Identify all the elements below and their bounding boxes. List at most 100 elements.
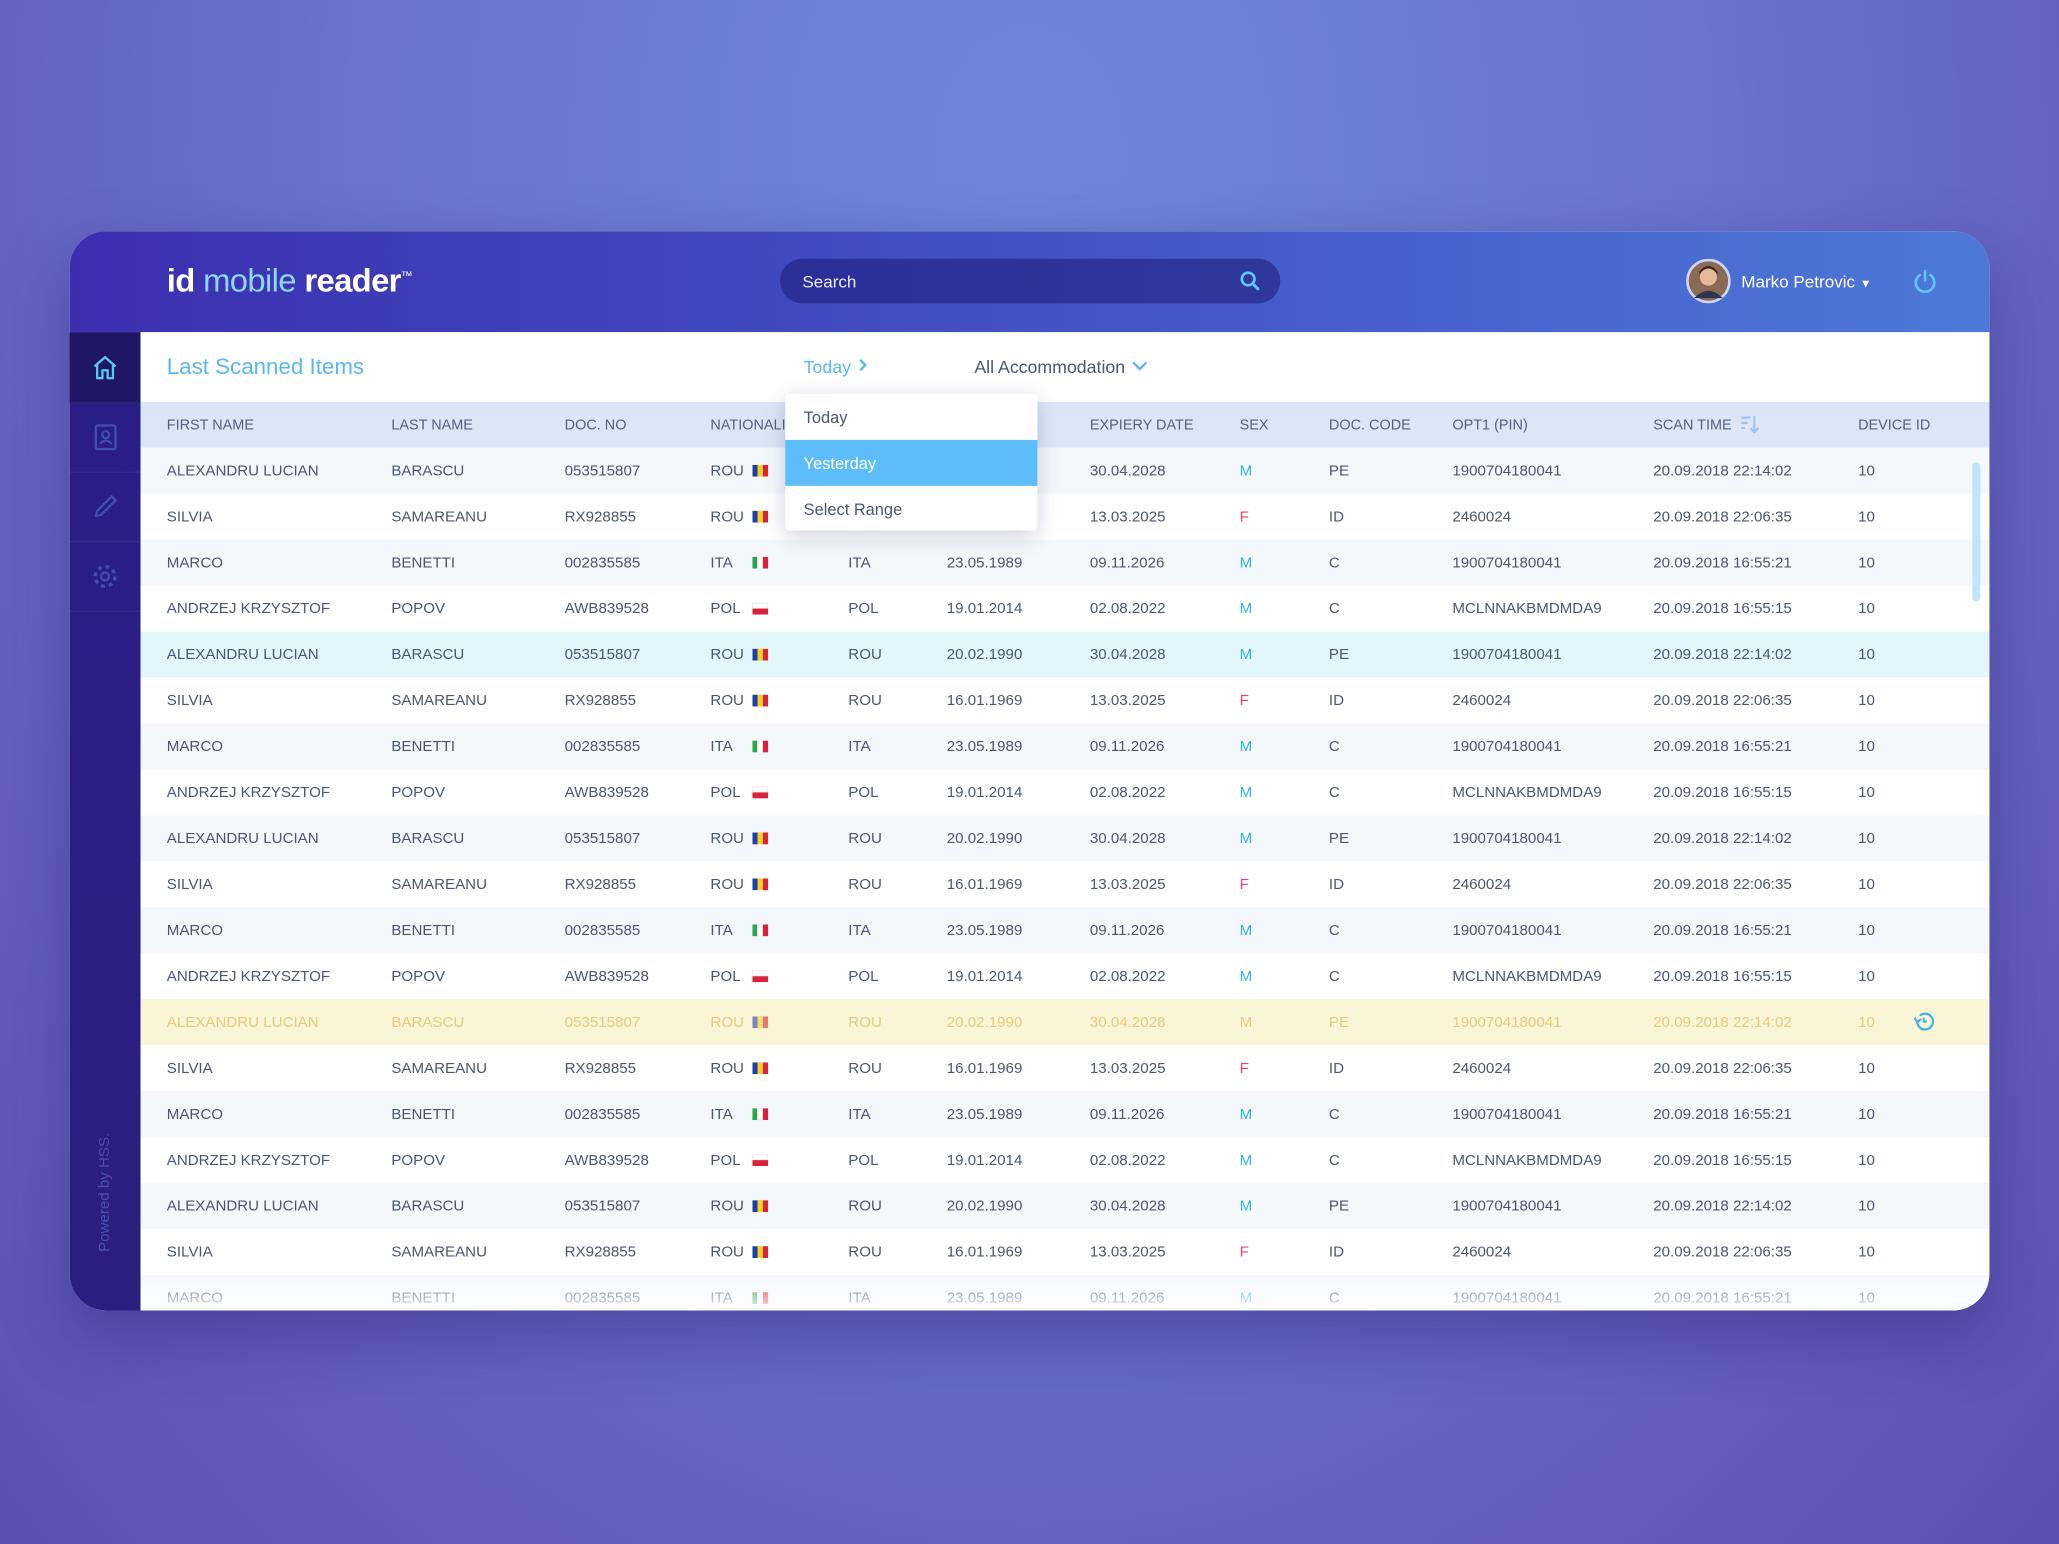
cell: ITA <box>710 739 733 756</box>
column-header[interactable]: FIRST NAME <box>166 417 254 434</box>
cell: M <box>1239 785 1253 802</box>
column-header[interactable]: LAST NAME <box>391 417 473 434</box>
nav-contacts[interactable] <box>69 402 141 473</box>
cell: PE <box>1328 1015 1350 1031</box>
table-row[interactable]: MARCO BENETTI 002835585 ITA ITA 23.05.1989 09.… <box>140 907 1990 954</box>
cell: M <box>1239 647 1253 664</box>
cell: BARASCU <box>391 463 465 480</box>
cell: 10 <box>1858 1015 1875 1031</box>
column-header[interactable]: DOC. CODE <box>1328 417 1411 434</box>
dropdown-option[interactable]: Select Range <box>785 486 1037 532</box>
cell: AWB839528 <box>564 601 649 618</box>
flag-stripe <box>757 464 763 477</box>
flag-stripe <box>757 510 763 523</box>
cell: M <box>1239 1198 1253 1215</box>
table-row[interactable]: ANDRZEJ KRZYSZTOF POPOV AWB839528 POL POL 19.… <box>140 953 1990 1000</box>
nav-settings[interactable] <box>69 541 141 612</box>
column-header[interactable]: EXPIERY DATE <box>1089 417 1194 434</box>
dropdown-option[interactable]: Today <box>785 394 1037 440</box>
cell: 053515807 <box>564 463 641 480</box>
table-row[interactable]: ALEXANDRU LUCIANBARASCU053515807ROUROU20… <box>140 447 1990 494</box>
sort-icon[interactable] <box>1739 414 1760 435</box>
table-row[interactable]: ANDRZEJ KRZYSZTOF POPOV AWB839528 POL POL 19.… <box>140 1137 1990 1184</box>
cell: 20.09.2018 22:06:35 <box>1653 877 1792 893</box>
cell: 30.04.2028 <box>1089 1198 1166 1215</box>
column-header[interactable]: DEVICE ID <box>1858 417 1931 434</box>
cell: 23.05.1989 <box>946 923 1023 939</box>
scrollbar[interactable] <box>1972 462 1981 602</box>
cell: 13.03.2025 <box>1089 1244 1166 1261</box>
chevron <box>859 358 867 372</box>
table-row[interactable]: ANDRZEJ KRZYSZTOF POPOV AWB839528 POL POL 19.… <box>140 585 1990 632</box>
flag <box>752 1062 769 1075</box>
cell: PE <box>1328 831 1350 847</box>
dropdown-option-label: Yesterday <box>803 454 877 473</box>
cell: C <box>1328 1152 1340 1169</box>
restore-icon[interactable] <box>1912 1010 1936 1034</box>
column-header[interactable]: DOC. NO <box>564 417 627 434</box>
column-header[interactable]: SEX <box>1239 417 1269 434</box>
user-menu[interactable]: Marko Petrovic ▼ <box>1741 272 1871 292</box>
cell: RX928855 <box>564 877 637 893</box>
cell: ALEXANDRU LUCIAN <box>166 831 319 847</box>
cell: 09.11.2026 <box>1089 923 1165 939</box>
cell: 1900704180041 <box>1452 923 1562 939</box>
cell: F <box>1239 1244 1249 1261</box>
date-filter[interactable]: Today <box>804 357 869 377</box>
dropdown-option[interactable]: Yesterday <box>785 439 1038 486</box>
dropdown-option-label: Select Range <box>803 500 903 519</box>
avatar[interactable] <box>1686 258 1731 304</box>
table-row[interactable]: ANDRZEJ KRZYSZTOF POPOV AWB839528 POL POL 19.… <box>140 769 1990 816</box>
cell: ID <box>1328 1061 1344 1077</box>
cell: MARCO <box>166 739 223 756</box>
flag-stripe <box>762 924 769 937</box>
cell: F <box>1239 509 1249 526</box>
flag-stripe <box>757 556 764 569</box>
cell: PE <box>1328 647 1350 664</box>
cell: 10 <box>1858 877 1875 893</box>
search-box[interactable]: Search <box>780 258 1281 304</box>
cell: 20.09.2018 22:14:02 <box>1653 831 1792 847</box>
column-header[interactable]: NATIONALITY <box>710 417 805 434</box>
header-row <box>140 401 1990 448</box>
column-header[interactable]: SCAN TIME <box>1653 417 1732 434</box>
cell: 02.08.2022 <box>1089 969 1166 985</box>
flag-stripe <box>752 970 769 977</box>
cell: 20.09.2018 22:14:02 <box>1653 1198 1792 1215</box>
nav-edit[interactable] <box>69 471 141 543</box>
accommodation-filter[interactable]: All Accommodation <box>974 357 1148 377</box>
table-row[interactable]: MARCO BENETTI 002835585 ITA ITA 23.05.1989 09.… <box>140 723 1990 770</box>
cell: MCLNNAKBMDMDA9 <box>1452 1152 1602 1169</box>
column-header[interactable]: OPT1 (PIN) <box>1452 417 1528 434</box>
powered-by: Powered by HSS. <box>97 1132 113 1252</box>
cell: ROU <box>710 509 744 526</box>
cell: C <box>1328 923 1340 939</box>
table-row[interactable]: MARCO BENETTI 002835585 ITA ITA 23.05.1989 09.… <box>140 1091 1990 1138</box>
cell: ITA <box>848 739 871 756</box>
flag <box>752 556 769 569</box>
nav-home[interactable] <box>69 332 141 404</box>
flag-stripe <box>752 1062 758 1075</box>
table-row[interactable]: SILVIASAMAREANURX928855ROUROU16.01.19691… <box>140 493 1990 540</box>
cell: 23.05.1989 <box>946 555 1023 572</box>
power-button[interactable] <box>1913 269 1937 293</box>
cell: 20.09.2018 22:14:02 <box>1653 1015 1792 1031</box>
cell: 053515807 <box>564 1015 641 1031</box>
table-row[interactable]: MARCO BENETTI 002835585 ITA ITA 23.05.1989 09.… <box>140 539 1990 586</box>
cell: ROU <box>710 463 744 480</box>
flag-stripe <box>757 648 763 661</box>
cell: SILVIA <box>166 1061 213 1077</box>
cell: 10 <box>1858 1198 1875 1215</box>
cell: M <box>1239 1106 1253 1123</box>
cell: 2460024 <box>1452 1244 1512 1261</box>
cell: ID <box>1328 693 1344 710</box>
logo[interactable]: id mobile reader™ <box>167 263 413 301</box>
